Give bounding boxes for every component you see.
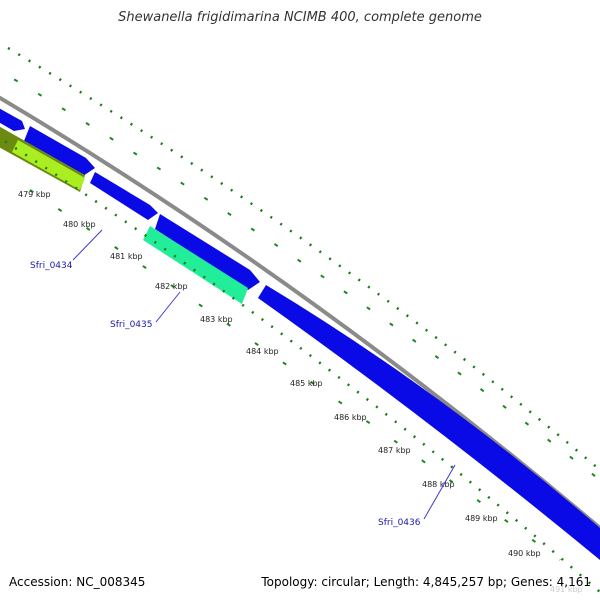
cds-arrow[interactable] (90, 172, 158, 220)
kbp-tick-label: 488 kbp (422, 480, 455, 489)
gene-label-sfri-0434[interactable]: Sfri_0434 (30, 261, 73, 271)
kbp-tick-label: 486 kbp (334, 413, 367, 422)
kbp-tick-label: 485 kbp (290, 379, 323, 388)
kbp-tick-label: 491 kbp (550, 585, 583, 594)
leader-line-sfri-0436 (423, 464, 456, 520)
cds-arrow[interactable] (155, 214, 260, 290)
genome-summary: Topology: circular; Length: 4,845,257 bp… (261, 575, 591, 589)
cds-arrow-sfri-0436[interactable] (258, 285, 600, 560)
gene-block-sfri-0435[interactable] (143, 226, 248, 304)
genome-title: Shewanella frigidimarina NCIMB 400, comp… (118, 10, 482, 25)
cds-arrow[interactable] (24, 126, 95, 176)
gene-block-yellowgreen[interactable] (12, 140, 85, 190)
cds-arrow[interactable] (0, 106, 25, 131)
gene-label-sfri-0436[interactable]: Sfri_0436 (378, 518, 421, 528)
inner-dot-ring (0, 136, 600, 593)
kbp-tick-label: 482 kbp (155, 282, 188, 291)
kbp-tick-label: 479 kbp (18, 190, 51, 199)
kbp-tick-label: 489 kbp (465, 514, 498, 523)
kbp-tick-label: 483 kbp (200, 315, 233, 324)
cds-track (0, 106, 600, 560)
outer-dot-ring (7, 46, 600, 471)
kbp-tick-label: 481 kbp (110, 252, 143, 261)
gene-track (0, 126, 248, 304)
accession-label: Accession: NC_008345 (9, 575, 146, 589)
leader-line-sfri-0434 (72, 229, 103, 261)
kbp-tick-label: 490 kbp (508, 549, 541, 558)
kbp-tick-label: 480 kbp (63, 220, 96, 229)
outer-dash-ring (0, 69, 600, 481)
gene-label-sfri-0435[interactable]: Sfri_0435 (110, 320, 153, 330)
inner-dash-ring (29, 189, 561, 561)
kbp-scale: 479 kbp 480 kbp 481 kbp 482 kbp 483 kbp … (18, 190, 583, 594)
leader-line-sfri-0435 (155, 291, 181, 323)
kbp-tick-label: 487 kbp (378, 446, 411, 455)
kbp-tick-label: 484 kbp (246, 347, 279, 356)
